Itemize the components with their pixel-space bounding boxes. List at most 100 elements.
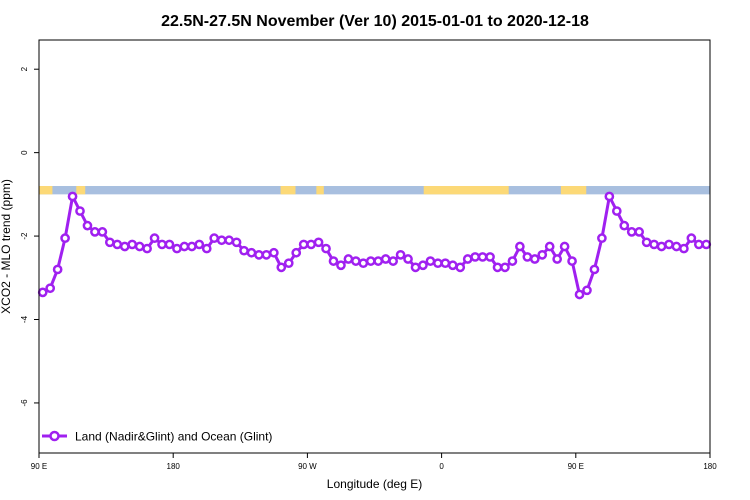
plot-frame [38,39,711,454]
data-point [671,241,682,252]
data-point [485,252,495,262]
x-tick-label: 180 [167,462,181,471]
data-point [679,243,689,254]
data-point [127,239,138,250]
data-point [395,249,406,260]
series-layer [37,191,712,300]
data-point [201,243,212,254]
data-point [544,241,555,252]
data-point [529,254,540,264]
data-point [500,262,510,273]
x-tick-label: 0 [439,462,444,471]
data-point [470,252,480,262]
data-point [246,247,257,258]
data-point [186,241,197,252]
data-point [269,247,279,258]
data-point [403,254,413,264]
y-tick-label: -4 [20,315,29,323]
data-point [701,239,712,250]
data-point [365,256,376,266]
data-point [194,239,205,250]
data-point [313,237,324,248]
data-point [418,260,428,271]
data-point [388,256,398,266]
data-point [224,235,234,246]
data-point [82,220,93,231]
data-point [239,245,249,256]
data-point [149,233,160,244]
data-point [641,237,652,248]
data-point [321,243,331,254]
data-point [492,262,503,273]
data-point [604,191,615,202]
data-point [686,233,697,244]
data-point [306,239,316,250]
data-point [597,233,607,244]
data-point [283,258,294,269]
data-point [619,220,630,231]
data-point [60,233,70,244]
x-tick-label: 90 E [31,462,47,471]
data-point [515,241,525,252]
data-point [254,249,264,260]
data-point [142,243,152,254]
data-point [477,252,488,262]
data-point [611,206,622,216]
data-point [425,256,436,266]
data-point [157,239,167,250]
ocean-band [39,186,710,195]
data-point [626,227,637,237]
data-point [119,241,130,252]
data-point [216,235,227,246]
data-point [358,258,369,269]
data-point [97,227,108,237]
data-point [67,191,78,202]
data-point [567,256,577,266]
land-ocean-band [39,186,710,195]
data-point [112,239,123,250]
data-point [209,233,220,244]
land-segment-0 [39,186,53,195]
data-point [693,239,704,250]
data-point [380,254,391,264]
data-point [179,241,190,252]
y-axis-label: XCO2 - MLO trend (ppm) [0,179,13,314]
data-point [447,260,458,271]
data-point [589,264,600,275]
data-point [45,283,56,294]
data-point [440,258,451,269]
y-tick-label: -2 [20,232,29,240]
data-point [537,249,548,260]
land-segment-4 [423,186,509,195]
data-point [328,256,339,266]
data-point [656,241,667,252]
legend: Land (Nadir&Glint) and Ocean (Glint) [42,430,272,444]
data-point [582,285,592,296]
legend-entry-label: Land (Nadir&Glint) and Ocean (Glint) [75,430,272,444]
data-point [664,239,674,250]
data-point [559,241,570,252]
data-point [298,239,309,250]
data-point [172,243,182,254]
data-point [164,239,175,250]
data-point [433,258,443,269]
data-point [522,252,533,262]
data-point [276,262,287,273]
data-point [231,237,242,248]
data-point [634,227,645,237]
data-point [649,239,659,250]
x-tick-label: 90 W [298,462,317,471]
data-point [351,256,361,266]
data-point [37,287,48,298]
land-segment-1 [76,186,86,195]
data-point [261,249,272,260]
data-point [134,241,145,252]
data-point [343,254,354,264]
data-point [410,262,421,273]
land-segment-3 [316,186,324,195]
data-point [455,262,466,273]
y-tick-label: 0 [20,150,29,155]
legend-swatch-marker [49,430,60,442]
